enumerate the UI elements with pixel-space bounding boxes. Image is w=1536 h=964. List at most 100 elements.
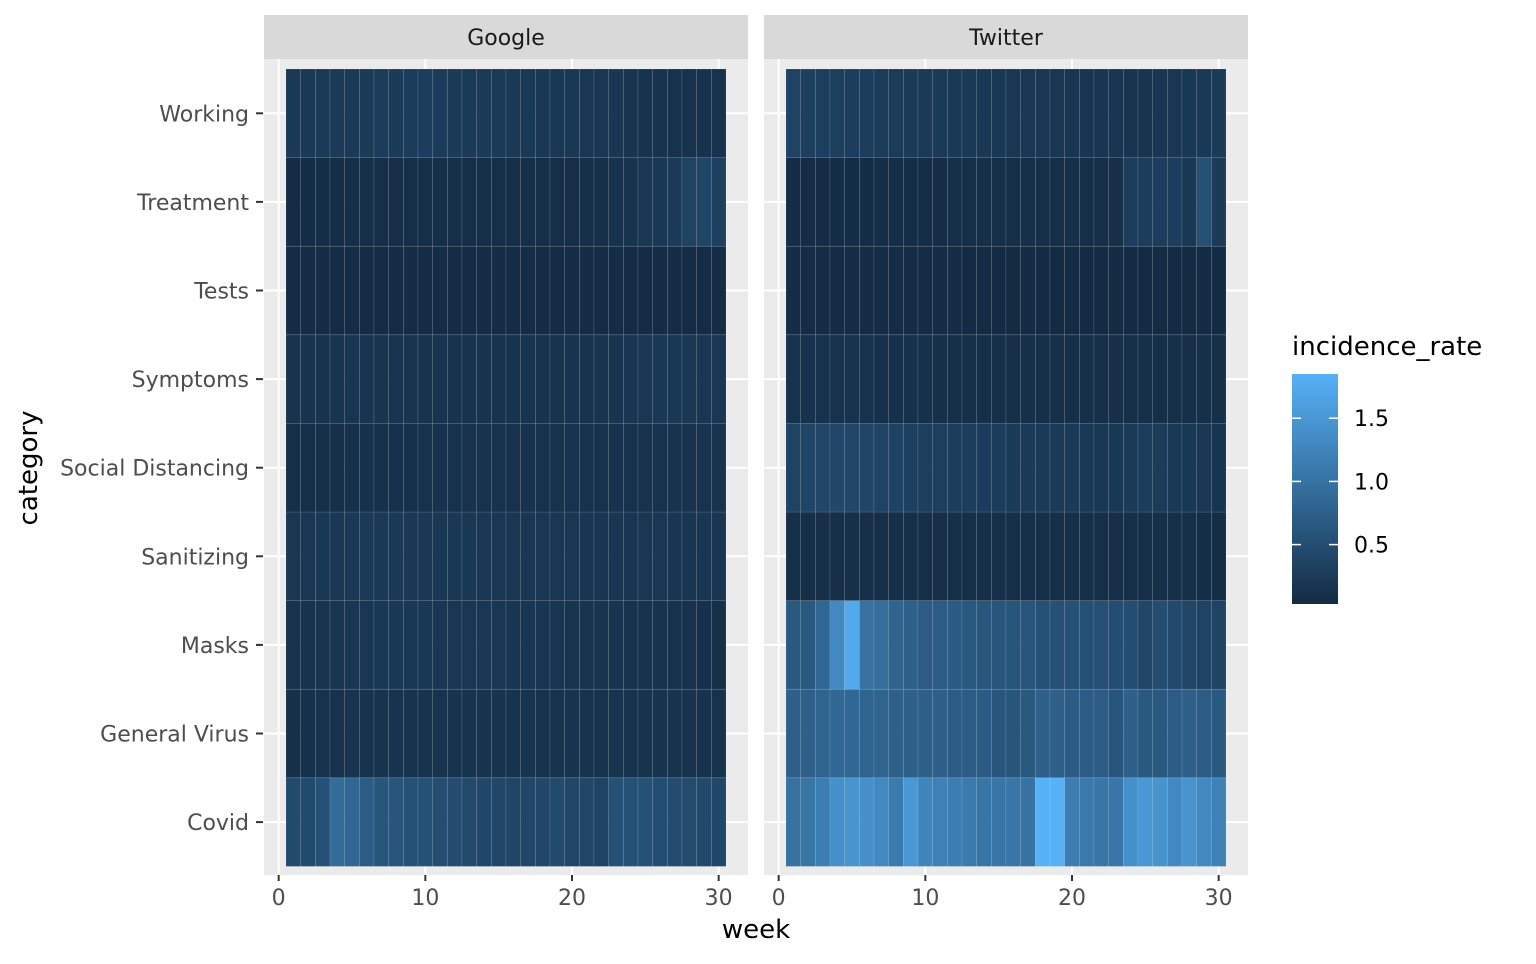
tile — [711, 688, 727, 779]
tile — [388, 334, 404, 424]
tile — [829, 511, 845, 601]
tile — [373, 511, 389, 601]
tile — [476, 68, 492, 158]
tile — [652, 245, 668, 336]
tile — [976, 334, 992, 424]
tile — [903, 245, 919, 336]
facet-strip — [264, 15, 748, 59]
tile — [593, 157, 609, 247]
tile — [947, 777, 963, 867]
y-tick-label: Covid — [187, 811, 249, 836]
tile — [976, 157, 992, 247]
tile — [447, 511, 463, 601]
tile — [888, 511, 904, 601]
tile — [373, 688, 389, 779]
tile — [1196, 511, 1212, 601]
tile — [1196, 68, 1212, 158]
legend-tick-label: 1.5 — [1354, 407, 1389, 432]
tile — [1181, 511, 1197, 601]
tile — [1211, 423, 1227, 513]
tile — [564, 511, 580, 601]
tile — [505, 68, 521, 158]
tile — [461, 688, 477, 779]
tile — [976, 688, 992, 779]
tile — [491, 68, 507, 158]
tile — [520, 334, 536, 424]
tile — [344, 157, 360, 247]
tile — [667, 600, 683, 690]
tile — [300, 600, 316, 690]
tile — [1035, 423, 1051, 513]
tile — [1093, 245, 1109, 336]
tile — [1137, 423, 1153, 513]
tile — [1196, 157, 1212, 247]
tile — [1020, 511, 1036, 601]
tile — [623, 334, 639, 424]
facet-strip-label: Twitter — [968, 26, 1044, 51]
tile — [696, 157, 712, 247]
tile — [947, 688, 963, 779]
tile — [1152, 334, 1168, 424]
tile — [1123, 334, 1139, 424]
tile — [593, 600, 609, 690]
tile — [961, 245, 977, 336]
tile — [417, 334, 433, 424]
tile — [476, 245, 492, 336]
tile — [917, 423, 933, 513]
tile — [961, 511, 977, 601]
tile — [549, 334, 565, 424]
y-tick-label: Symptoms — [132, 368, 249, 393]
tile — [1005, 68, 1021, 158]
tile — [1020, 688, 1036, 779]
tile — [917, 68, 933, 158]
facet-strip — [764, 15, 1248, 59]
tile — [285, 511, 301, 601]
tile — [1211, 245, 1227, 336]
tile — [1049, 157, 1065, 247]
tile — [1167, 157, 1183, 247]
tile — [447, 334, 463, 424]
tile — [535, 600, 551, 690]
tile — [859, 334, 875, 424]
tile — [1137, 511, 1153, 601]
tile — [535, 157, 551, 247]
tile — [1049, 423, 1065, 513]
tile — [579, 423, 595, 513]
tile — [1064, 157, 1080, 247]
tile — [461, 423, 477, 513]
tile — [1152, 688, 1168, 779]
tile — [505, 245, 521, 336]
tile — [1049, 777, 1065, 867]
tile — [388, 245, 404, 336]
tile — [520, 245, 536, 336]
tile — [549, 68, 565, 158]
legend-title: incidence_rate — [1292, 332, 1482, 362]
tile — [1035, 777, 1051, 867]
tile — [549, 423, 565, 513]
tile — [1123, 68, 1139, 158]
tile — [579, 68, 595, 158]
tile — [344, 334, 360, 424]
tile — [373, 68, 389, 158]
tile — [417, 245, 433, 336]
tile — [1005, 157, 1021, 247]
legend-ticks: 0.5 1.0 1.5 — [1292, 407, 1389, 559]
tile — [432, 777, 448, 867]
tile — [608, 777, 624, 867]
tile — [961, 334, 977, 424]
tile — [903, 688, 919, 779]
facet-strip-label: Google — [467, 26, 545, 51]
tile — [829, 245, 845, 336]
tile — [637, 157, 653, 247]
tile — [785, 68, 801, 158]
tile — [285, 777, 301, 867]
tile — [388, 688, 404, 779]
tile — [1005, 245, 1021, 336]
tile — [1196, 334, 1212, 424]
tile — [932, 334, 948, 424]
tile — [800, 777, 816, 867]
tile — [888, 334, 904, 424]
tile — [1123, 423, 1139, 513]
tile — [520, 688, 536, 779]
tile — [608, 334, 624, 424]
